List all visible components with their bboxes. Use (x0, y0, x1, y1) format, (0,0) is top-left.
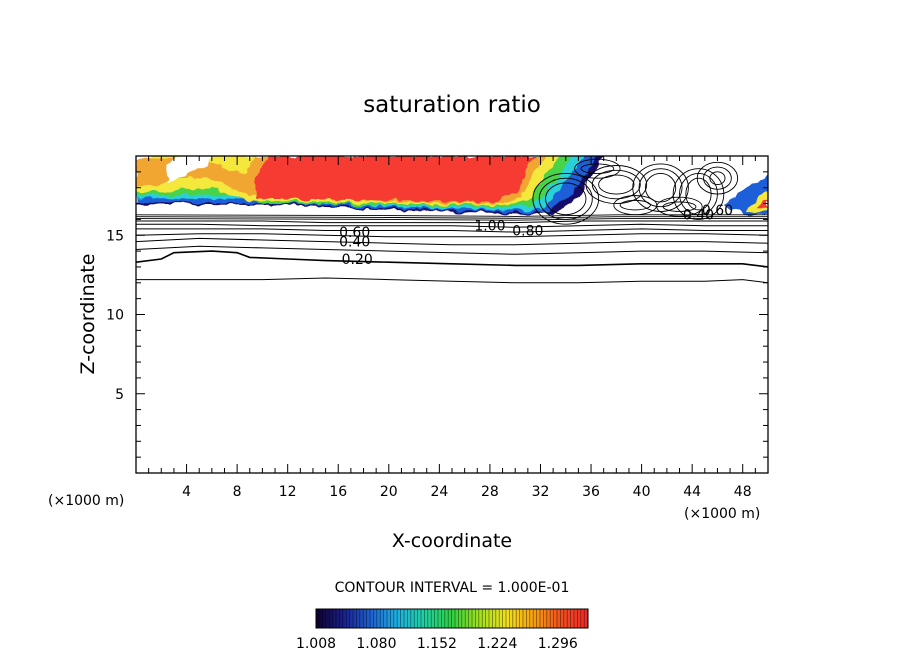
contour-loop (672, 168, 725, 220)
x-tick-label: 8 (233, 484, 242, 500)
contour-loop (632, 163, 689, 212)
x-tick-label: 32 (532, 484, 550, 500)
y-tick-label: 5 (115, 387, 124, 403)
colorbar-tick-label: 1.008 (296, 636, 336, 652)
x-tick-label: 20 (380, 484, 398, 500)
contour-interval-label: CONTOUR INTERVAL = 1.000E-01 (335, 580, 570, 596)
contour-loop (662, 201, 697, 212)
colorbar-ramp (316, 609, 588, 628)
x-tick-label: 48 (734, 484, 752, 500)
contour-loop (685, 177, 712, 211)
x-tick-label: 24 (430, 484, 448, 500)
contour-line (136, 228, 768, 233)
contour-line (136, 233, 768, 238)
contour-loop (638, 168, 683, 208)
contour-labels: 0.200.400.60 1.00 0.800.400.60 (339, 203, 733, 268)
contour-label: 0.40 (683, 208, 714, 224)
contour-loop (532, 172, 600, 225)
colorbar-frame (315, 608, 589, 629)
x-tick-label: 16 (329, 484, 347, 500)
saturation-field (136, 156, 768, 217)
contour-line (136, 223, 768, 228)
contour-loop (703, 166, 732, 190)
contour-loop (591, 169, 641, 200)
contour-line (136, 218, 768, 221)
x-unit-left: (×1000 m) (48, 493, 124, 509)
contour-loop (585, 165, 648, 204)
y-axis-label: Z-coordinate (77, 254, 99, 375)
x-axis: 4 8 12 16 20 24 28 32 36 40 44 48 (148, 156, 756, 500)
field-hole (136, 156, 155, 163)
x-tick-label: 36 (582, 484, 600, 500)
contour-line (136, 220, 768, 224)
contour-loop (538, 177, 593, 220)
colorbar-tick-label: 1.152 (417, 636, 457, 652)
contour-loop (709, 171, 726, 185)
contour-label: 0.60 (702, 203, 733, 219)
contour-loop (644, 172, 677, 203)
contour-line (136, 250, 768, 268)
field-layer (254, 156, 535, 202)
x-tick-label: 28 (481, 484, 499, 500)
contour-loop (598, 174, 635, 195)
x-tick-label: 44 (683, 484, 701, 500)
contour-label: 0.60 (339, 225, 370, 241)
contour-loop (580, 163, 615, 174)
contour-loop (613, 195, 658, 216)
colorbar-tick-label: 1.224 (477, 636, 517, 652)
contour-loop (696, 161, 739, 195)
colorbar-tick-label: 1.080 (356, 636, 396, 652)
x-tick-label: 4 (182, 484, 191, 500)
y-tick-label: 15 (106, 228, 124, 244)
contour-loop (545, 182, 587, 216)
contour-line (136, 245, 768, 255)
y-axis: 5 10 15 (106, 171, 768, 458)
y-tick-label: 10 (106, 308, 124, 324)
contour-loop (574, 158, 621, 179)
field-hole (166, 156, 215, 185)
contour-line (136, 277, 768, 284)
contour-label: 0.80 (512, 223, 543, 239)
contour-label: 1.00 (474, 219, 505, 235)
colorbar: 1.008 1.080 1.152 1.224 1.296 (296, 608, 589, 652)
x-axis-label: X-coordinate (392, 530, 512, 552)
contour-label: 0.40 (339, 235, 370, 251)
x-tick-label: 12 (279, 484, 297, 500)
chart-title: saturation ratio (363, 92, 541, 118)
contour-line (136, 216, 768, 219)
field-patch (755, 198, 768, 209)
contour-label: 0.20 (342, 252, 373, 268)
x-tick-label: 40 (633, 484, 651, 500)
contour-loop (619, 199, 651, 211)
contour-lines (136, 158, 768, 284)
colorbar-tick-label: 1.296 (538, 636, 578, 652)
contour-line (136, 237, 768, 246)
x-unit-right: (×1000 m) (684, 506, 760, 522)
